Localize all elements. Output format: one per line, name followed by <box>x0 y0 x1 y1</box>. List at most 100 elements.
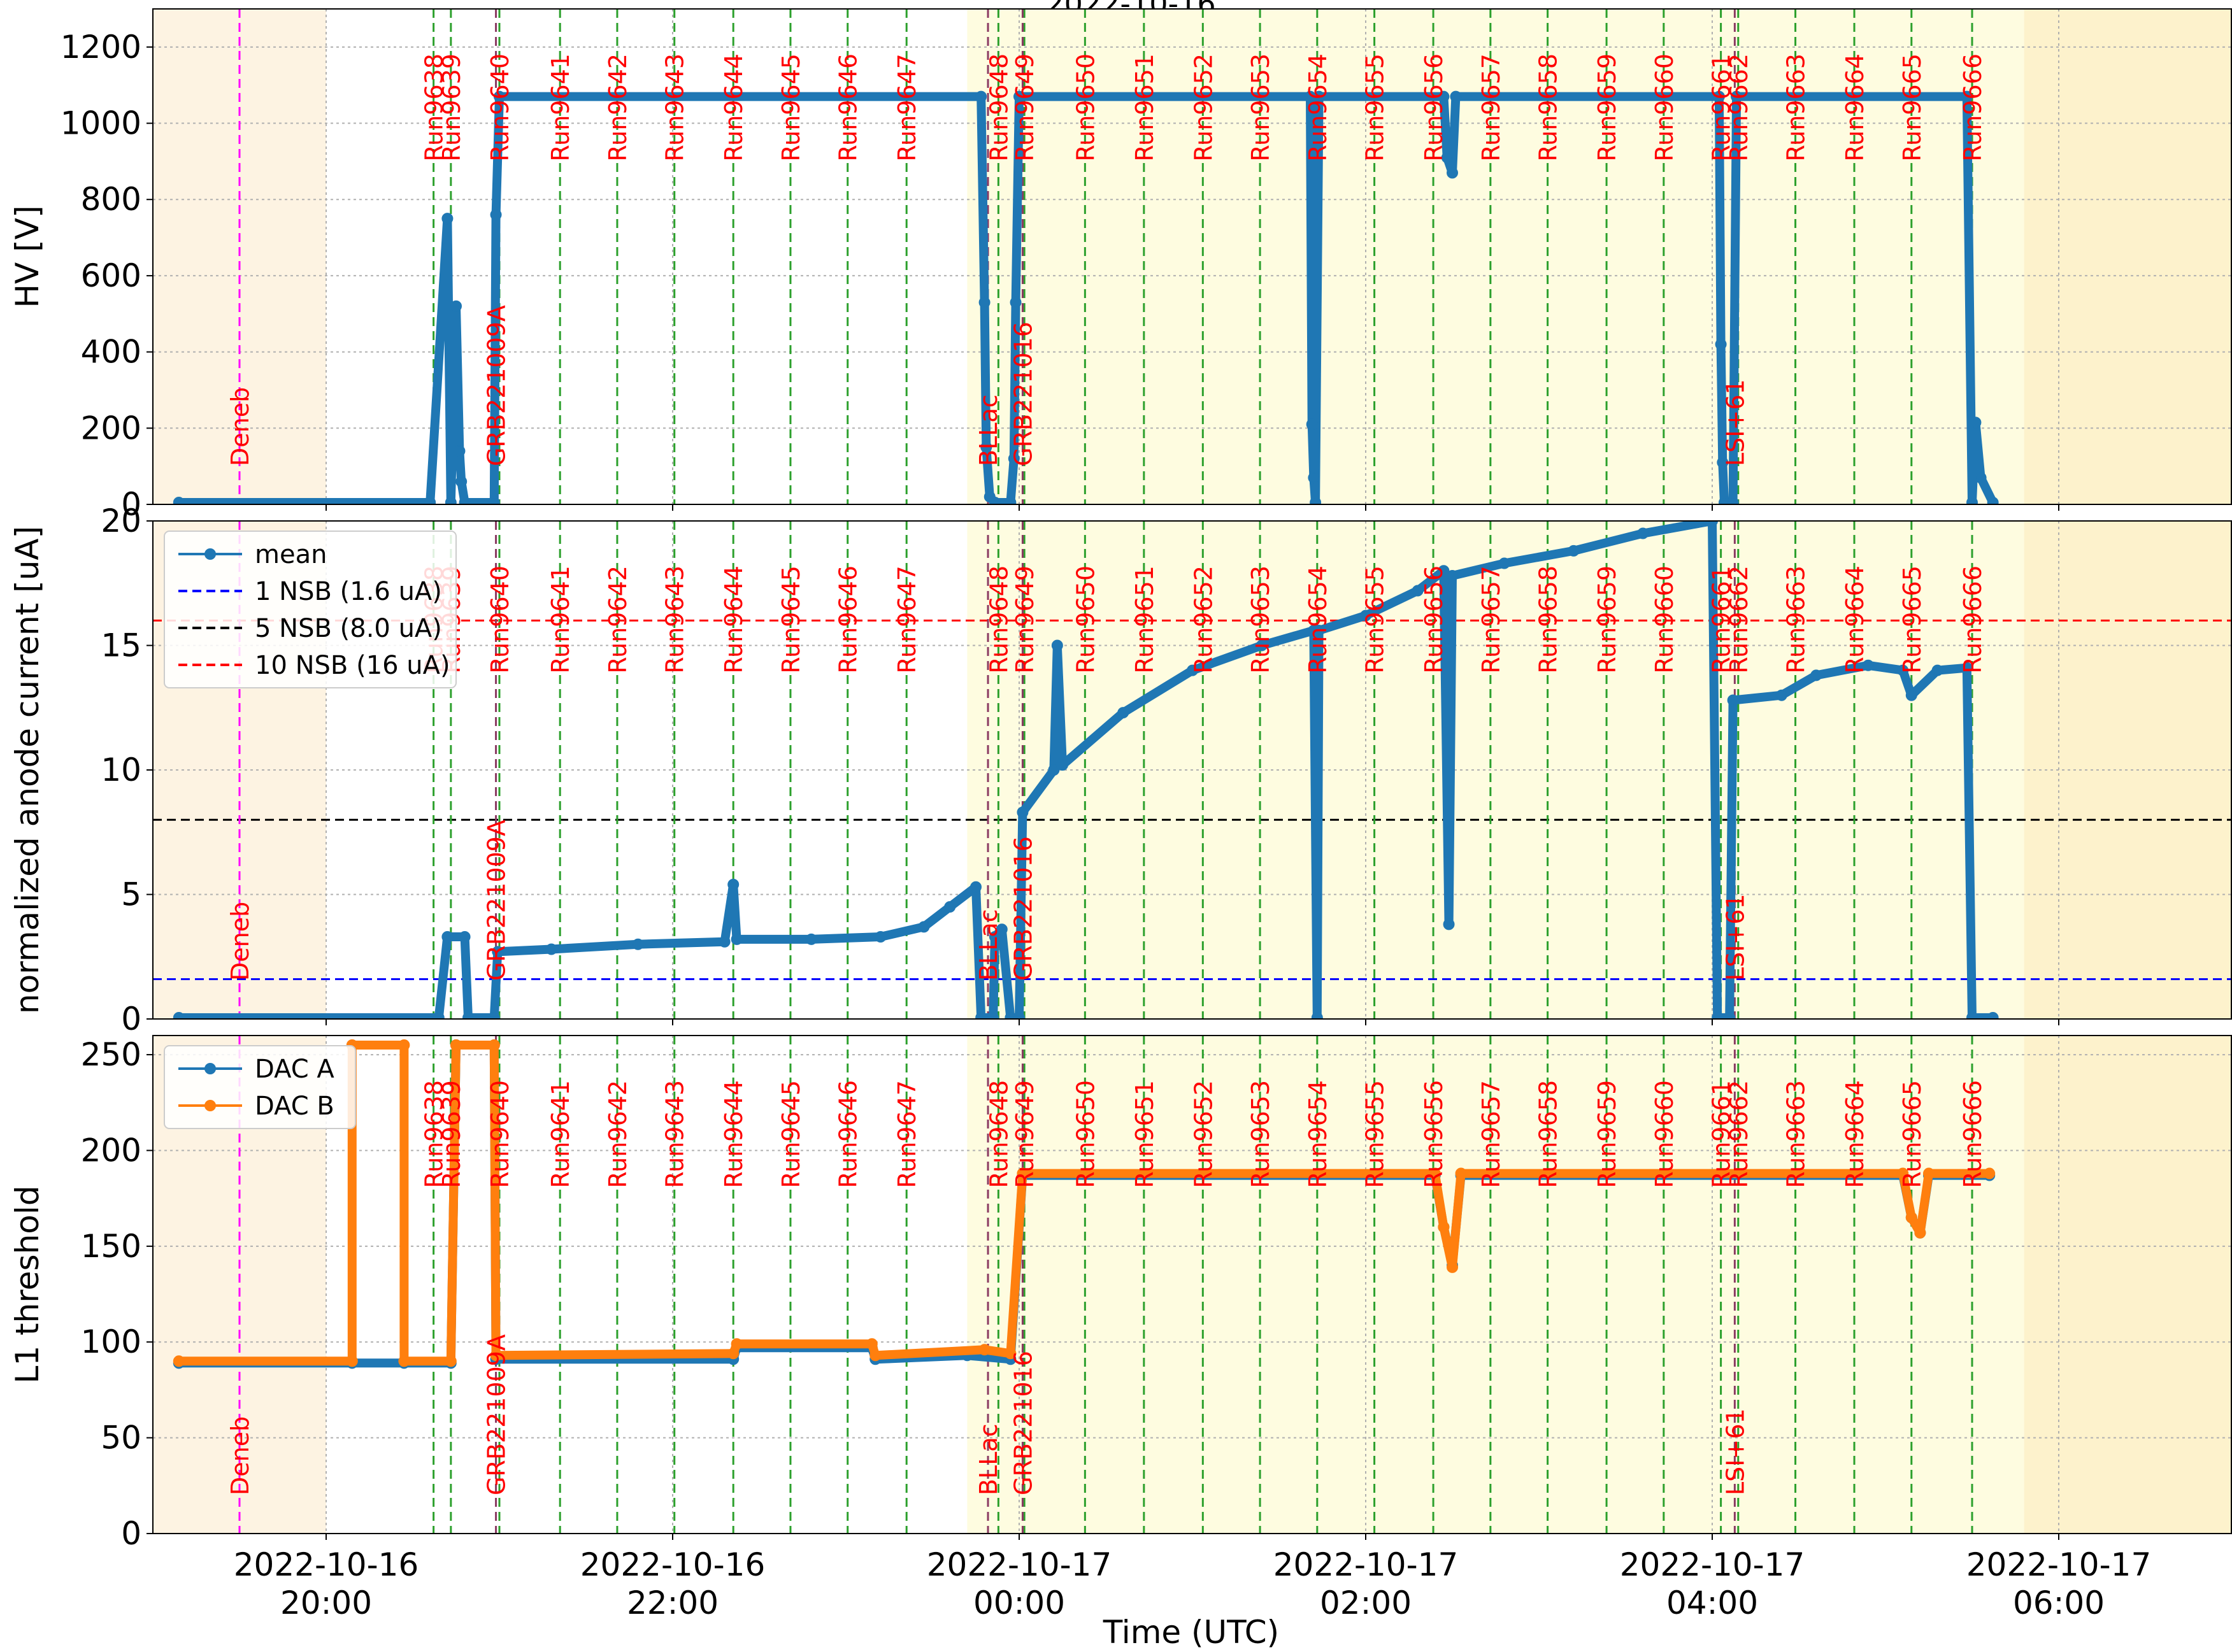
data-point <box>1715 338 1727 350</box>
x-tick-label-time: 22:00 <box>627 1584 719 1621</box>
data-point <box>1712 1012 1724 1019</box>
data-point <box>1966 1012 1978 1019</box>
data-point <box>1048 764 1060 776</box>
run-label: Run9651 <box>1131 1080 1159 1188</box>
run-label: Run9661 <box>1708 1080 1736 1188</box>
data-point <box>1313 90 1325 103</box>
run-label: Run9654 <box>1304 566 1332 674</box>
y-tick-label: 800 <box>81 181 141 218</box>
run-label: Run9642 <box>604 53 632 162</box>
y-tick-label: 150 <box>81 1228 141 1265</box>
data-point <box>975 90 987 103</box>
y-tick-label: 0 <box>121 486 141 523</box>
source-label: BLLac <box>975 1423 1003 1495</box>
data-point <box>1308 472 1320 484</box>
source-label: LSI+61 <box>1721 894 1749 981</box>
x-tick-label-date: 2022-10-17 <box>1620 1546 1805 1583</box>
data-point <box>1731 90 1743 103</box>
data-point <box>1447 167 1458 179</box>
y-tick-label: 1000 <box>61 105 141 142</box>
data-point <box>398 1355 410 1367</box>
data-point <box>1897 664 1909 676</box>
x-tick-label-date: 2022-10-17 <box>1966 1546 2152 1583</box>
data-point <box>398 1039 410 1051</box>
data-point <box>1313 625 1325 637</box>
data-point <box>1017 806 1029 818</box>
source-label: GRB221016 <box>1009 1351 1037 1495</box>
data-point <box>869 1349 882 1362</box>
run-label: Run9664 <box>1841 1080 1869 1188</box>
run-label: Run9649 <box>1011 1080 1039 1188</box>
x-tick-label-date: 2022-10-16 <box>580 1546 766 1583</box>
data-point <box>1713 90 1725 103</box>
data-point <box>490 1349 502 1362</box>
run-label: Run9638 <box>420 1080 448 1188</box>
source-label: Deneb <box>226 902 254 981</box>
data-point <box>875 930 887 943</box>
run-label: Run9646 <box>834 53 862 162</box>
y-tick-label: 15 <box>101 627 141 664</box>
run-label: Run9651 <box>1131 53 1159 162</box>
legend-label: 1 NSB (1.6 uA) <box>255 577 442 606</box>
data-point <box>1724 1012 1736 1019</box>
run-label: Run9664 <box>1841 566 1869 674</box>
run-label: Run9642 <box>604 1080 632 1188</box>
run-label: Run9662 <box>1725 1080 1753 1188</box>
run-label: Run9664 <box>1841 53 1869 162</box>
data-point <box>1905 1211 1917 1223</box>
data-point <box>1447 570 1458 582</box>
data-point <box>1008 453 1020 465</box>
data-point <box>1862 659 1874 671</box>
run-label: Run9640 <box>486 1080 514 1188</box>
data-point <box>488 1012 500 1019</box>
data-point <box>173 497 185 504</box>
run-label: Run9659 <box>1593 566 1621 674</box>
x-tick-label-date: 2022-10-17 <box>1273 1546 1459 1583</box>
run-label: Run9643 <box>661 566 689 674</box>
data-point <box>719 936 731 948</box>
source-label: GRB221016 <box>1009 322 1037 466</box>
data-point <box>173 1355 185 1367</box>
data-point <box>978 1344 991 1356</box>
run-label: Run9665 <box>1898 566 1926 674</box>
data-point <box>944 901 956 913</box>
data-point <box>1438 1221 1450 1233</box>
source-label: BLLac <box>975 909 1003 981</box>
data-point <box>1987 497 1999 504</box>
legend: DAC A DAC B <box>164 1045 356 1129</box>
plot-area-cur: Run9638Run9639Run9640Run9641Run9642Run96… <box>153 521 2232 1019</box>
data-point <box>632 938 644 950</box>
data-point <box>545 943 557 955</box>
data-point <box>1438 90 1450 103</box>
run-label: Run9648 <box>985 53 1013 162</box>
run-label: Run9659 <box>1593 53 1621 162</box>
legend-swatch-marker <box>204 1100 216 1111</box>
data-point <box>488 497 500 504</box>
run-label: Run9663 <box>1782 53 1810 162</box>
data-point <box>1438 565 1450 577</box>
run-label: Run9652 <box>1189 53 1217 162</box>
data-point <box>1568 545 1580 557</box>
run-label: Run9665 <box>1898 1080 1926 1188</box>
y-axis-label: normalized anode current [uA] <box>9 526 46 1014</box>
data-point <box>1984 1167 1996 1179</box>
run-label: Run9658 <box>1534 53 1563 162</box>
run-label: Run9654 <box>1304 53 1332 162</box>
data-point <box>989 930 1001 943</box>
x-tick-label-time: 00:00 <box>973 1584 1065 1621</box>
run-label: Run9647 <box>893 53 921 162</box>
data-point <box>455 476 468 488</box>
data-point <box>987 1012 999 1019</box>
data-point <box>462 1012 475 1019</box>
legend-swatch-marker <box>204 548 216 560</box>
data-point <box>1412 585 1424 597</box>
axes-frame <box>152 8 2232 505</box>
x-tick-label-time: 06:00 <box>2013 1584 2105 1621</box>
run-label: Run9642 <box>604 566 632 674</box>
y-tick-label: 600 <box>81 257 141 294</box>
data-point <box>459 930 471 943</box>
data-point <box>1057 759 1068 771</box>
legend-label: mean <box>255 540 327 569</box>
